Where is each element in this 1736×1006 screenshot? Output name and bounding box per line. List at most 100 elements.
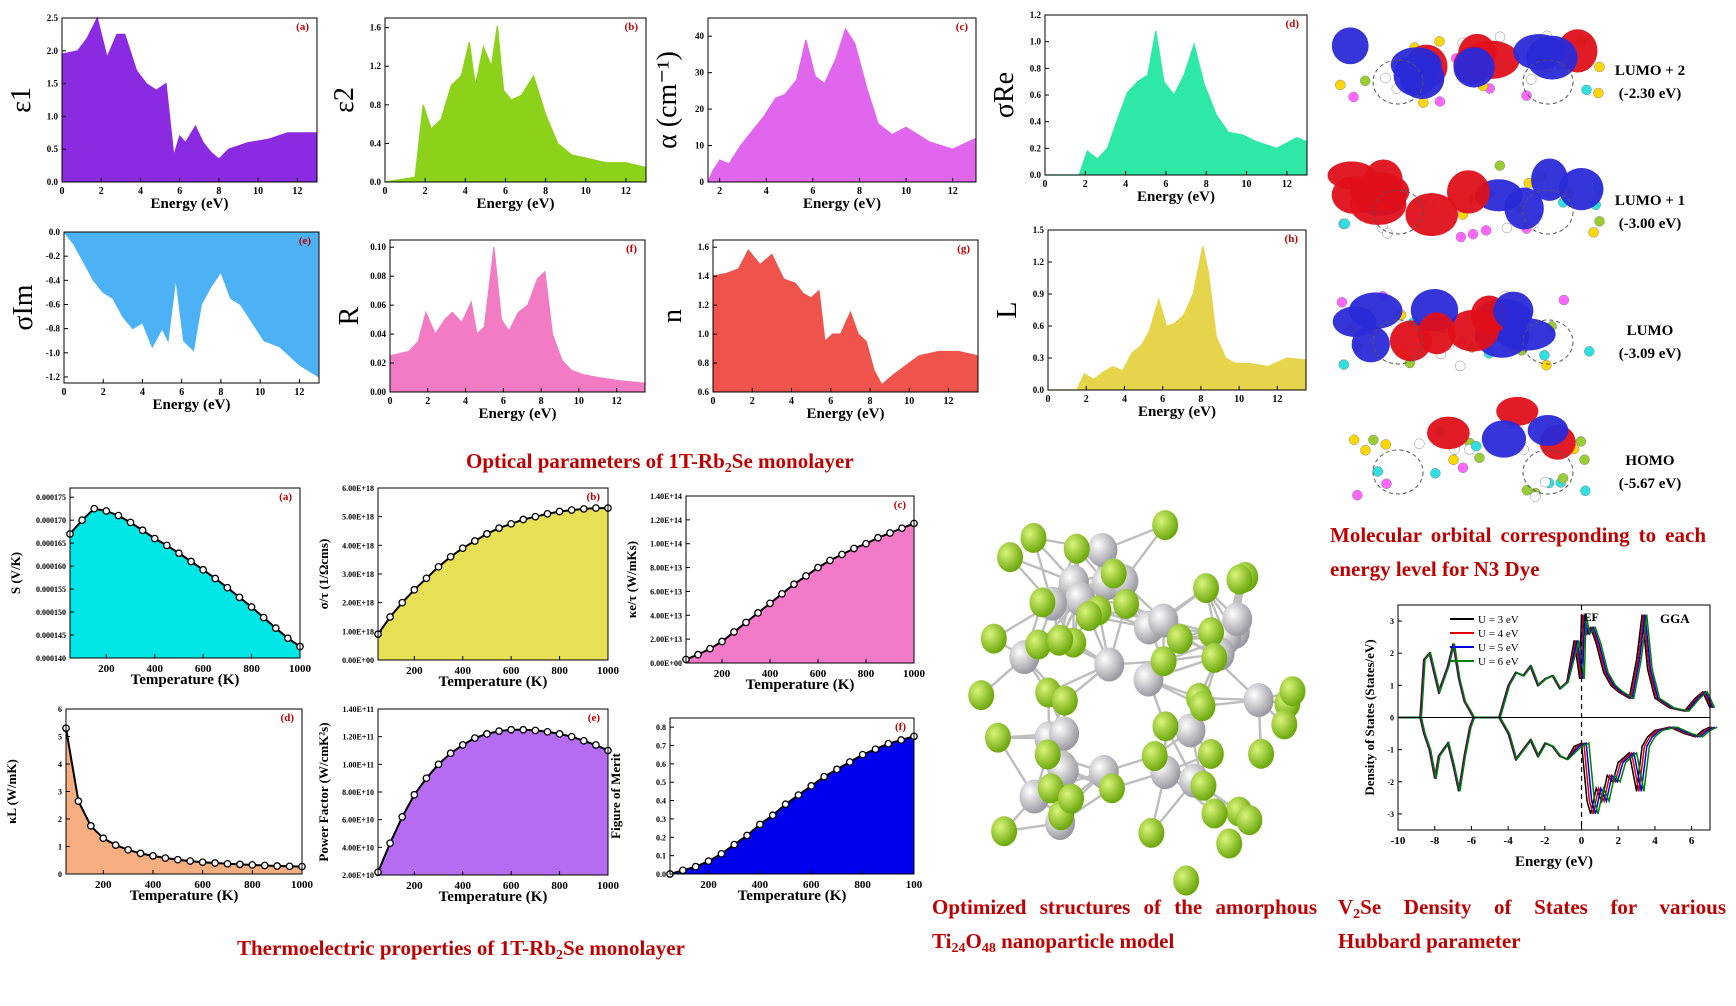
- x-tick-label: 0: [388, 396, 393, 407]
- x-tick-label: 8: [543, 186, 548, 197]
- atom: [1525, 74, 1537, 85]
- x-tick-label: 10: [253, 186, 263, 197]
- panel-label: (e): [588, 712, 601, 724]
- x-tick-label: 10: [1234, 394, 1244, 405]
- atom: [1368, 434, 1379, 446]
- series-line: [384, 25, 647, 183]
- area-fill: [686, 523, 914, 663]
- dos-down-4: [1399, 716, 1718, 815]
- plot-frame: [389, 239, 646, 393]
- data-point: [410, 585, 419, 594]
- x-tick-label: -2: [1540, 835, 1550, 847]
- x-tick-label: 400: [762, 668, 779, 680]
- y-tick-label: -0.8: [46, 324, 61, 334]
- x-axis-label: Energy (eV): [807, 406, 885, 422]
- atom: [1338, 359, 1350, 370]
- dos-down-1: [1398, 716, 1711, 815]
- x-tick-label: 10: [904, 396, 914, 407]
- data-point: [754, 609, 762, 617]
- area-fill: [1048, 246, 1306, 390]
- y-tick-label: 4: [58, 760, 62, 769]
- data-point: [235, 593, 244, 602]
- data-point: [483, 730, 491, 738]
- data-point: [730, 840, 739, 849]
- x-axis-label: Energy (eV): [1137, 189, 1215, 205]
- data-point: [386, 839, 394, 848]
- y-tick-label: 30: [695, 68, 705, 78]
- y-tick-label: 0: [700, 177, 705, 187]
- atom: [1360, 445, 1371, 456]
- atom: [1594, 61, 1605, 73]
- orbital-lobe: [1513, 33, 1566, 70]
- data-point: [162, 541, 171, 550]
- orbital-lobe: [1446, 170, 1490, 214]
- y-axis-label: Power Factor (W/cmK²s): [316, 722, 331, 861]
- x-axis-label: Energy (eV): [1138, 404, 1216, 420]
- o-atom: [1226, 564, 1253, 595]
- o-atom: [1025, 629, 1052, 660]
- data-point: [781, 800, 790, 809]
- data-point: [756, 820, 764, 829]
- orbital-name: HOMO: [1625, 453, 1674, 469]
- y-tick-label: 0.0: [1033, 385, 1045, 395]
- panel-label: (a): [296, 21, 309, 33]
- o-atom: [1113, 588, 1140, 619]
- y-tick-label: 0.000170: [36, 516, 66, 525]
- y-tick-label: 0.8: [698, 358, 710, 368]
- y-axis-label: L: [992, 301, 1023, 318]
- plot-frame: [685, 495, 915, 664]
- y-axis-label: R: [334, 306, 365, 325]
- y-tick-label: 1.0: [1030, 37, 1042, 47]
- ti-atom: [1222, 602, 1253, 637]
- chart-12: 200 400 600 800 1000 0 1 2 3 4 5 6 (d) Temperature (K…: [4, 705, 314, 904]
- x-tick-label: 4: [463, 186, 468, 197]
- ring-left: [1372, 59, 1424, 105]
- data-point: [446, 749, 455, 758]
- ring-right: [1522, 319, 1574, 365]
- x-tick-label: 10: [901, 186, 911, 197]
- y-axis-label: S (V/K): [8, 552, 23, 594]
- ring-left: [1372, 449, 1424, 495]
- data-point: [807, 782, 816, 790]
- atom: [1457, 462, 1469, 474]
- y-tick-label: 1.6: [370, 23, 382, 33]
- atom: [1348, 91, 1359, 103]
- o-atom: [980, 623, 1007, 654]
- x-tick-label: 0: [1579, 835, 1585, 847]
- legend-label: U = 6 eV: [1478, 656, 1519, 668]
- data-point: [150, 534, 159, 543]
- series-line: [63, 231, 320, 378]
- series-line: [61, 16, 317, 160]
- y-axis-label: n: [657, 309, 688, 323]
- atom: [1594, 216, 1605, 227]
- y-tick-label: 4.00E+13: [650, 611, 682, 620]
- data-point: [386, 613, 394, 621]
- x-tick-label: 100: [906, 879, 923, 891]
- x-tick-label: 200: [714, 668, 731, 680]
- y-tick-label: 6.00E+18: [342, 484, 374, 493]
- y-axis-label: κe/τ (W/mKs): [624, 541, 639, 618]
- x-tick-label: 1000: [289, 663, 312, 675]
- chart-3: 2 4 6 8 10 12 0 10 20 30 40 (c) Energy (eV) α (cm⁻¹): [652, 17, 977, 212]
- y-tick-label: 0: [58, 870, 62, 879]
- data-point: [768, 811, 777, 820]
- ti-atom: [1094, 647, 1125, 682]
- y-tick-label: 8.00E+10: [342, 788, 374, 797]
- atom: [1588, 227, 1599, 238]
- orbital-4: HOMO (-5.67 eV): [1348, 396, 1681, 502]
- y-tick-label: 6: [58, 705, 62, 714]
- fermi-label: EF: [1584, 610, 1599, 624]
- data-point: [886, 529, 894, 537]
- panel-label: (d): [1286, 18, 1300, 30]
- dos-down-3: [1398, 716, 1716, 815]
- data-point: [136, 849, 145, 858]
- orbital-energy: (-3.00 eV): [1619, 216, 1681, 232]
- data-point: [519, 515, 528, 524]
- panel-label: (b): [625, 21, 639, 33]
- ti-atom: [1243, 683, 1274, 718]
- x-tick-label: 2: [750, 396, 755, 407]
- data-point: [186, 857, 195, 865]
- atom: [1470, 440, 1482, 452]
- y-tick-label: 0.00: [370, 387, 386, 397]
- x-tick-label: 8: [539, 396, 544, 407]
